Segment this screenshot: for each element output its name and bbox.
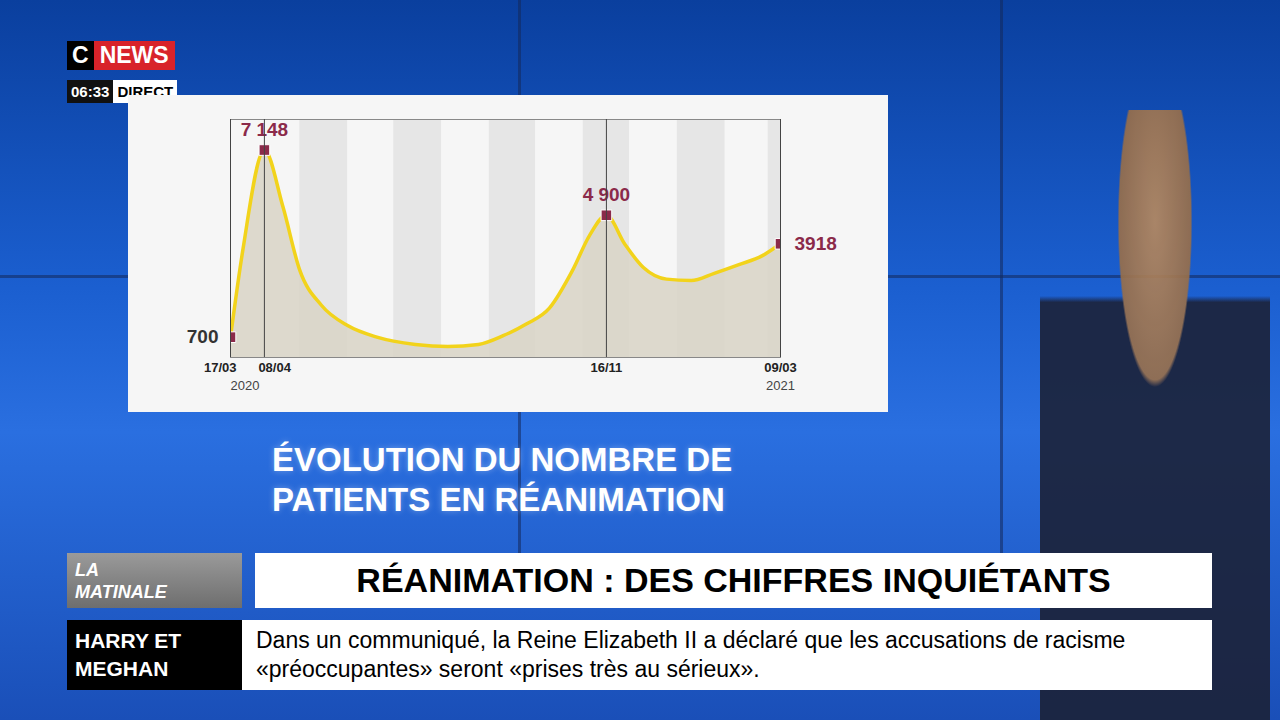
html-text:DIRECT: DIRECT — [117, 83, 174, 100]
html-text:HARRY ET MEGHAN: HARRY ET MEGHAN — [75, 629, 182, 680]
svg-text:7 148: 7 148 — [240, 119, 289, 141]
html-text:LA MATINALE: LA MATINALE — [75, 560, 167, 602]
svg-text:4 900: 4 900 — [582, 184, 631, 206]
svg-text:17/03: 17/03 — [204, 360, 237, 375]
svg-text:16/11: 16/11 — [590, 360, 622, 375]
svg-text:2021: 2021 — [766, 378, 795, 393]
svg-text:2020: 2020 — [231, 378, 260, 393]
html-text:RÉANIMATION : DES CHIFFRES INQ: RÉANIMATION : DES CHIFFRES INQUIÉTANTS — [356, 561, 1111, 599]
svg-text:09/03: 09/03 — [764, 360, 797, 375]
html-text:Dans un communiqué, la Reine E: Dans un communiqué, la Reine Elizabeth I… — [256, 627, 1126, 682]
html-text:06:33: 06:33 — [71, 83, 110, 100]
svg-text:3918: 3918 — [795, 233, 837, 254]
svg-text:700: 700 — [187, 326, 219, 347]
html-text:NEWS: NEWS — [99, 42, 169, 68]
html-text:C: C — [72, 42, 89, 68]
svg-text:08/04: 08/04 — [258, 360, 291, 375]
html-text:ÉVOLUTION DU NOMBRE DE PATIENT: ÉVOLUTION DU NOMBRE DE PATIENTS EN RÉANI… — [272, 441, 733, 518]
